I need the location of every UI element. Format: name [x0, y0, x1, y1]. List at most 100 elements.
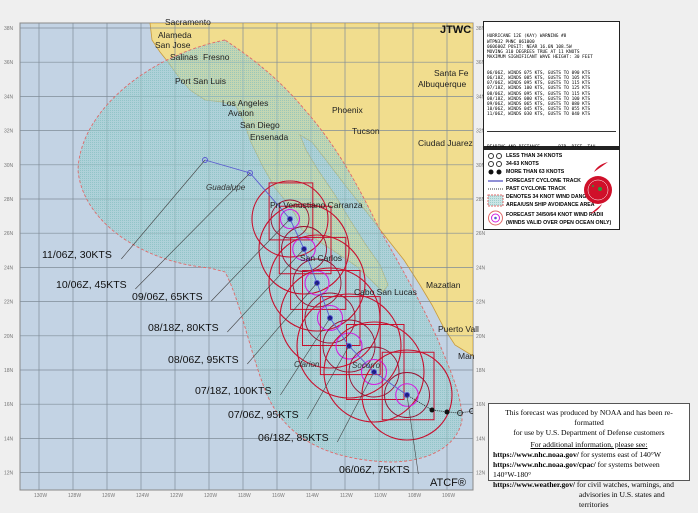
lat-tick-label: 32N — [476, 129, 486, 135]
city-label: San Carlos — [300, 253, 342, 263]
legend-item: (WINDS VALID OVER OPEN OCEAN ONLY) — [506, 220, 612, 226]
radius-64kt — [316, 304, 344, 332]
city-label: Santa Fe — [434, 68, 469, 78]
lat-tick-label: 34N — [4, 94, 14, 100]
lat-tick-label: 28N — [476, 197, 486, 203]
radius-34kt — [296, 293, 402, 399]
lat-tick-label: 26N — [476, 231, 486, 237]
notice-link-desc: for systems east of 140°W — [578, 450, 661, 459]
notice-link-desc: for civil watches, warnings, and — [574, 480, 674, 489]
legend-item: DENOTES 34 KNOT WIND DANGER — [506, 194, 594, 200]
past-position-marker — [429, 407, 435, 413]
lon-tick-label: 128W — [68, 493, 81, 499]
city-label: Puerto Vall — [438, 324, 479, 334]
lat-tick-label: 38N — [4, 26, 14, 32]
radius-50kt — [384, 372, 430, 418]
lat-tick-label: 18N — [4, 368, 14, 374]
forecast-intensity-line: 08/06Z, WINDS 095 KTS, GUSTS TO 115 KTS — [487, 91, 591, 97]
city-label: San Jose — [155, 40, 191, 50]
warning-header-line: HURRICANE 12E (KAY) WARNING #8 — [487, 34, 567, 40]
radius-34kt — [323, 321, 425, 423]
radius-34kt-quadrant — [346, 324, 405, 400]
city-label: Avalon — [228, 108, 254, 118]
legend-item: LESS THAN 34 KNOTS — [506, 153, 563, 159]
legend-item: PAST CYCLONE TRACK — [506, 186, 566, 192]
forecast-intensity-line: 10/06Z, WINDS 045 KTS, GUSTS TO 055 KTS — [487, 107, 591, 113]
label-leader-line — [280, 317, 331, 396]
lon-tick-label: 124W — [136, 493, 149, 499]
atcf-label: ATCF® — [430, 477, 466, 489]
notice-link[interactable]: https://www.weather.gov/ — [493, 480, 575, 489]
lat-tick-label: 22N — [4, 300, 14, 306]
city-label: Man — [458, 351, 475, 361]
notice-line: For additional information, please see: — [530, 440, 648, 449]
jtwc-label: JTWC — [440, 24, 471, 36]
lon-tick-label: 116W — [272, 493, 285, 499]
notice-link-desc: for systems between 140°W-180° — [493, 460, 660, 479]
lat-tick-label: 20N — [476, 334, 486, 340]
lon-tick-label: 126W — [102, 493, 115, 499]
divider — [487, 131, 616, 133]
label-leader-line — [307, 345, 350, 420]
past-position-marker — [444, 409, 450, 415]
legend-item: AREA/USN SHIP AVOIDANCE AREA — [506, 202, 595, 208]
notice-link[interactable]: https://www.nhc.noaa.gov/cpac/ — [493, 460, 596, 469]
city-label: Albuquerque — [418, 79, 466, 89]
lon-tick-label: 122W — [170, 493, 183, 499]
lat-tick-label: 38N — [476, 26, 486, 32]
island-label: Clarion — [294, 360, 320, 369]
city-label: Port San Luis — [175, 76, 226, 86]
island-label: Guadalupe — [206, 183, 246, 192]
warning-text-box: HURRICANE 12E (KAY) WARNING #8 WTPN32 PHN… — [483, 21, 620, 197]
island-label: Socorro — [352, 361, 381, 370]
radius-64kt — [335, 332, 363, 360]
lon-tick-label: 110W — [374, 493, 387, 499]
lat-tick-label: 30N — [476, 163, 486, 169]
city-label: Ciudad Juarez — [418, 138, 473, 148]
warning-header-line: MAXIMUM SIGNIFICANT WAVE HEIGHT: 30 FEET — [487, 55, 593, 61]
lat-tick-label: 14N — [4, 436, 14, 442]
forecast-label: 06/18Z, 85KTS — [258, 432, 329, 444]
city-label: Salinas — [170, 52, 198, 62]
city-label: Los Angeles — [222, 98, 268, 108]
lon-tick-label: 114W — [306, 493, 319, 499]
lat-tick-label: 16N — [476, 402, 486, 408]
noaa-hurricane-logo — [584, 162, 612, 214]
forecast-labels: 11/06Z, 30KTS 10/06Z, 45KTS 09/06Z, 65KTS 0… — [42, 159, 419, 476]
notice-line: for use by U.S. Department of Defense cu… — [513, 428, 665, 437]
legend-item: FORECAST 34/50/64 KNOT WIND RADII — [506, 212, 604, 218]
radius-34kt — [258, 203, 350, 295]
lat-tick-label: 16N — [4, 402, 14, 408]
label-leader-line — [337, 371, 375, 443]
lat-tick-label: 20N — [4, 334, 14, 340]
legend-item: MORE THAN 63 KNOTS — [506, 169, 565, 175]
warning-header-line: MOVING 310 DEGREES TRUE AT 11 KNOTS — [487, 50, 580, 56]
forecast-label: 08/18Z, 80KTS — [148, 322, 219, 334]
past-position-marker — [457, 410, 463, 416]
city-label: Fresno — [203, 52, 230, 62]
noaa-notice-box: This forecast was produced by NOAA and h… — [488, 403, 690, 509]
notice-link[interactable]: https://www.nhc.noaa.gov/ — [493, 450, 579, 459]
lat-tick-label: 32N — [4, 129, 14, 135]
lat-tick-label: 24N — [4, 265, 14, 271]
city-label: Mazatlan — [426, 280, 461, 290]
forecast-position-marker — [247, 170, 253, 176]
wind-radii — [251, 180, 453, 441]
lon-tick-label: 120W — [204, 493, 217, 499]
radius-34kt-quadrant — [278, 205, 332, 275]
radius-64kt — [360, 358, 388, 386]
city-label: Cabo San Lucas — [354, 287, 417, 297]
lon-tick-label: 118W — [238, 493, 251, 499]
radius-64kt — [395, 383, 419, 407]
lat-tick-label: 14N — [476, 436, 486, 442]
label-leader-line — [211, 218, 291, 302]
city-label: Tucson — [352, 126, 380, 136]
forecast-intensity-line: 07/18Z, WINDS 100 KTS, GUSTS TO 125 KTS — [487, 86, 591, 92]
lat-tick-label: 12N — [476, 471, 486, 477]
label-leader-line — [121, 159, 206, 260]
forecast-label: 10/06Z, 45KTS — [56, 279, 127, 291]
label-leader-line — [227, 248, 305, 333]
forecast-intensity-line: 06/18Z, WINDS 085 KTS, GUSTS TO 105 KTS — [487, 76, 591, 82]
lat-tick-label: 24N — [476, 265, 486, 271]
